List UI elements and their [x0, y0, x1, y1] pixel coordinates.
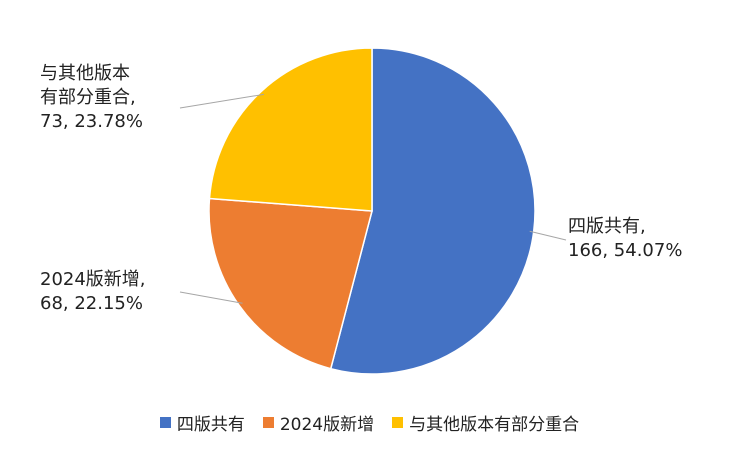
legend-label: 四版共有	[176, 415, 245, 435]
data-label-line: 与其他版本	[40, 63, 130, 84]
leader-line-0	[529, 230, 567, 241]
legend-label: 与其他版本有部分重合	[409, 415, 580, 435]
leader-line-2	[179, 93, 265, 109]
data-label-line: 有部分重合,	[40, 87, 136, 108]
data-label-line: 2024版新增,	[40, 269, 146, 290]
legend-swatch	[262, 417, 274, 428]
pie-slice-1	[208, 197, 373, 370]
legend-item-new-2024: 2024版新增	[262, 410, 375, 435]
legend-swatch	[159, 417, 171, 428]
chart-legend: 四版共有 2024版新增 与其他版本有部分重合	[0, 410, 739, 435]
legend-swatch	[392, 417, 404, 428]
data-label-line: 73, 23.78%	[40, 111, 143, 132]
data-label-line: 68, 22.15%	[40, 293, 143, 314]
pie-slice-2	[208, 47, 373, 212]
legend-item-shared: 四版共有	[159, 410, 245, 435]
data-label-line: 四版共有,	[568, 216, 646, 237]
legend-label: 2024版新增	[279, 415, 375, 435]
data-label-slice-2: 与其他版本 有部分重合, 73, 23.78%	[40, 62, 143, 134]
data-label-slice-1: 2024版新增, 68, 22.15%	[40, 268, 146, 316]
data-label-slice-0: 四版共有, 166, 54.07%	[568, 215, 682, 263]
legend-item-partial-overlap: 与其他版本有部分重合	[392, 410, 579, 435]
data-label-line: 166, 54.07%	[568, 240, 683, 261]
leader-line-1	[179, 291, 243, 304]
